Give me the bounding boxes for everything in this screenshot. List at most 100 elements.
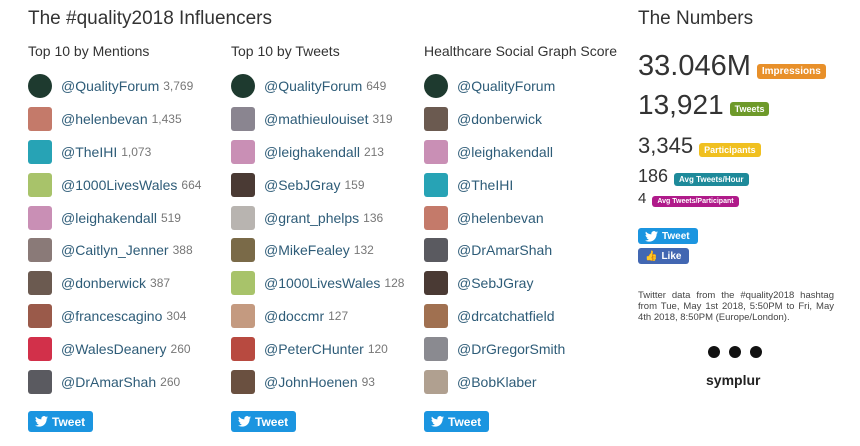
user-handle[interactable]: @drcatchatfield bbox=[457, 307, 555, 324]
user-handle[interactable]: @helenbevan bbox=[457, 209, 544, 226]
user-handle[interactable]: @1000LivesWales bbox=[61, 176, 178, 193]
numbers-tweet-button[interactable]: Tweet bbox=[638, 228, 698, 244]
list-item[interactable]: @PeterCHunter 120 bbox=[231, 332, 404, 365]
avatar[interactable] bbox=[231, 172, 255, 197]
list-item[interactable]: @QualityForum bbox=[424, 70, 565, 103]
user-handle[interactable]: @grant_phelps bbox=[264, 209, 360, 226]
stat-value: 33.046M bbox=[638, 50, 751, 82]
avatar[interactable] bbox=[28, 139, 52, 164]
list-item[interactable]: @leighakendall 213 bbox=[231, 136, 404, 169]
avatar[interactable] bbox=[424, 336, 448, 361]
list-item[interactable]: @SebJGray 159 bbox=[231, 168, 404, 201]
tweet-button[interactable]: Tweet bbox=[424, 411, 490, 432]
avatar[interactable] bbox=[424, 74, 448, 99]
user-handle[interactable]: @TheIHI bbox=[457, 176, 514, 193]
list-item[interactable]: @helenbevan bbox=[424, 201, 565, 234]
list-item[interactable]: @donberwick 387 bbox=[28, 267, 201, 300]
list-item[interactable]: @TheIHI bbox=[424, 168, 565, 201]
avatar[interactable] bbox=[231, 74, 255, 99]
list-item[interactable]: @DrGregorSmith bbox=[424, 332, 565, 365]
user-handle[interactable]: @1000LivesWales bbox=[264, 275, 381, 292]
list-item[interactable]: @QualityForum 3,769 bbox=[28, 70, 201, 103]
list-item[interactable]: @1000LivesWales 664 bbox=[28, 168, 201, 201]
avatar[interactable] bbox=[231, 107, 255, 132]
user-handle[interactable]: @francescagino bbox=[61, 307, 163, 324]
avatar[interactable] bbox=[424, 238, 448, 263]
list-item[interactable]: @JohnHoenen 93 bbox=[231, 365, 404, 398]
avatar[interactable] bbox=[231, 238, 255, 263]
user-handle[interactable]: @DrGregorSmith bbox=[457, 340, 566, 357]
influencer-list: @QualityForum 649 @mathieulouiset 319 @l… bbox=[231, 70, 404, 398]
avatar[interactable] bbox=[28, 303, 52, 328]
list-item[interactable]: @TheIHI 1,073 bbox=[28, 136, 201, 169]
user-handle[interactable]: @mathieulouiset bbox=[264, 111, 369, 128]
avatar[interactable] bbox=[28, 205, 52, 230]
list-item[interactable]: @donberwick bbox=[424, 103, 565, 136]
user-handle[interactable]: @SebJGray bbox=[264, 176, 341, 193]
user-handle[interactable]: @helenbevan bbox=[61, 111, 148, 128]
list-item[interactable]: @doccmr 127 bbox=[231, 300, 404, 333]
user-handle[interactable]: @leighakendall bbox=[264, 143, 360, 160]
avatar[interactable] bbox=[28, 74, 52, 99]
list-item[interactable]: @Caitlyn_Jenner 388 bbox=[28, 234, 201, 267]
list-item[interactable]: @grant_phelps 136 bbox=[231, 201, 404, 234]
user-handle[interactable]: @QualityForum bbox=[457, 78, 556, 95]
page-title: The #quality2018 Influencers bbox=[28, 8, 272, 29]
like-button[interactable]: 👍 Like bbox=[638, 248, 690, 264]
user-handle[interactable]: @JohnHoenen bbox=[264, 373, 358, 390]
list-item[interactable]: @1000LivesWales 128 bbox=[231, 267, 404, 300]
user-handle[interactable]: @DrAmarShah bbox=[61, 373, 157, 390]
user-handle[interactable]: @Caitlyn_Jenner bbox=[61, 242, 169, 259]
list-item[interactable]: @francescagino 304 bbox=[28, 300, 201, 333]
user-handle[interactable]: @MikeFealey bbox=[264, 242, 350, 259]
user-handle[interactable]: @doccmr bbox=[264, 307, 325, 324]
user-handle[interactable]: @DrAmarShah bbox=[457, 242, 553, 259]
list-item[interactable]: @drcatchatfield bbox=[424, 300, 565, 333]
avatar[interactable] bbox=[231, 271, 255, 296]
avatar[interactable] bbox=[424, 107, 448, 132]
avatar[interactable] bbox=[424, 205, 448, 230]
list-item[interactable]: @SebJGray bbox=[424, 267, 565, 300]
list-item[interactable]: @MikeFealey 132 bbox=[231, 234, 404, 267]
list-item[interactable]: @leighakendall 519 bbox=[28, 201, 201, 234]
user-handle[interactable]: @PeterCHunter bbox=[264, 340, 364, 357]
avatar[interactable] bbox=[424, 139, 448, 164]
tweet-button[interactable]: Tweet bbox=[231, 411, 297, 432]
list-item[interactable]: @BobKlaber bbox=[424, 365, 565, 398]
user-handle[interactable]: @QualityForum bbox=[61, 78, 160, 95]
list-item[interactable]: @leighakendall bbox=[424, 136, 565, 169]
list-item[interactable]: @DrAmarShah bbox=[424, 234, 565, 267]
avatar[interactable] bbox=[231, 139, 255, 164]
list-item[interactable]: @mathieulouiset 319 bbox=[231, 103, 404, 136]
user-handle[interactable]: @donberwick bbox=[457, 111, 543, 128]
avatar[interactable] bbox=[231, 205, 255, 230]
avatar[interactable] bbox=[28, 172, 52, 197]
avatar[interactable] bbox=[424, 172, 448, 197]
avatar[interactable] bbox=[231, 369, 255, 394]
stat-badge: Tweets bbox=[729, 102, 770, 116]
user-handle[interactable]: @leighakendall bbox=[457, 143, 553, 160]
stat-badge: Avg Tweets/Hour bbox=[674, 173, 749, 186]
list-item[interactable]: @QualityForum 649 bbox=[231, 70, 404, 103]
avatar[interactable] bbox=[424, 369, 448, 394]
avatar[interactable] bbox=[28, 238, 52, 263]
avatar[interactable] bbox=[231, 303, 255, 328]
avatar[interactable] bbox=[28, 336, 52, 361]
avatar[interactable] bbox=[424, 271, 448, 296]
list-item[interactable]: @WalesDeanery 260 bbox=[28, 332, 201, 365]
avatar[interactable] bbox=[28, 271, 52, 296]
avatar[interactable] bbox=[231, 336, 255, 361]
avatar[interactable] bbox=[28, 369, 52, 394]
user-handle[interactable]: @leighakendall bbox=[61, 209, 157, 226]
user-handle[interactable]: @QualityForum bbox=[264, 78, 363, 95]
user-handle[interactable]: @donberwick bbox=[61, 275, 147, 292]
user-handle[interactable]: @SebJGray bbox=[457, 275, 534, 292]
list-item[interactable]: @DrAmarShah 260 bbox=[28, 365, 201, 398]
user-handle[interactable]: @WalesDeanery bbox=[61, 340, 167, 357]
user-handle[interactable]: @TheIHI bbox=[61, 143, 118, 160]
user-handle[interactable]: @BobKlaber bbox=[457, 373, 537, 390]
tweet-button[interactable]: Tweet bbox=[28, 411, 94, 432]
list-item[interactable]: @helenbevan 1,435 bbox=[28, 103, 201, 136]
avatar[interactable] bbox=[28, 107, 52, 132]
avatar[interactable] bbox=[424, 303, 448, 328]
